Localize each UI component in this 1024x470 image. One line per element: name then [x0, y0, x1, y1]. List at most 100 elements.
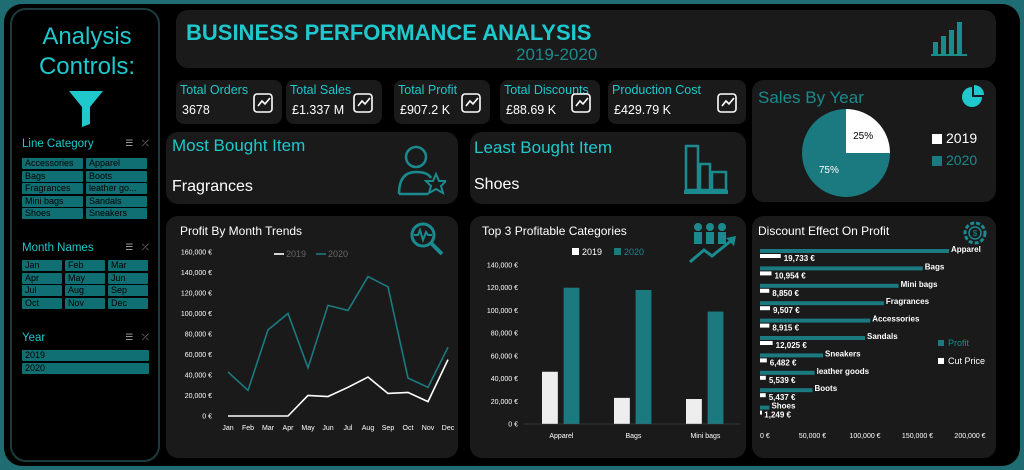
slicer-chip[interactable]: May	[65, 272, 105, 284]
x-tick-label: 50,000 €	[799, 433, 826, 440]
slicer-chip[interactable]: 2020	[22, 362, 149, 374]
y-tick-label: 40,000 €	[491, 376, 518, 383]
magnifier-pulse-icon	[410, 222, 444, 256]
x-tick-label: May	[301, 425, 315, 432]
bar-cut-price	[760, 288, 770, 293]
slicer-chip[interactable]: Mini bags	[22, 195, 83, 207]
bar-cut-price	[760, 254, 781, 258]
slicer-chip[interactable]: 2019	[22, 350, 149, 361]
user-star-icon	[397, 145, 446, 196]
line-category-label: Line Category	[22, 138, 94, 150]
category-label: Bags	[925, 262, 945, 271]
money-gear-icon: $	[963, 221, 987, 245]
slicer-chip[interactable]: Bags	[22, 170, 83, 182]
y-tick-label: 160,000 €	[181, 250, 212, 257]
bar-2019	[686, 399, 702, 424]
shopping-bag-icon	[353, 93, 373, 113]
category-label: Boots	[815, 384, 838, 393]
slicer-chip[interactable]: Boots	[86, 170, 147, 182]
y-tick-label: 140,000 €	[487, 263, 518, 270]
kpi-value: 3678	[182, 103, 210, 117]
data-label: 6,482 €	[770, 358, 797, 367]
bar-cut-price	[760, 410, 762, 415]
y-tick-label: 20,000 €	[491, 399, 518, 406]
x-tick-label: Apr	[283, 425, 295, 432]
pie-data-label: 75%	[819, 165, 839, 176]
profit-arrow-icon	[461, 93, 481, 113]
most-bought-card: Most Bought Item Fragrances	[166, 132, 458, 204]
x-tick-label: Feb	[242, 425, 254, 432]
x-tick-label: Mini bags	[690, 433, 720, 440]
slicer-chip[interactable]: Feb	[65, 260, 105, 271]
slicer-chip[interactable]: leather go...	[86, 183, 147, 194]
x-tick-label: Aug	[362, 425, 375, 432]
sales-by-year-card: Sales By Year 25% 75% 2019 2020	[752, 80, 996, 202]
discount-effect-chart: Apparel 19,733 € Bags 10,954 € Mini bags 8,85…	[760, 245, 986, 440]
sales-by-year-title: Sales By Year	[758, 88, 864, 107]
series-line-2019	[228, 359, 449, 417]
slicer-chip[interactable]: Jun	[108, 272, 148, 284]
y-tick-label: 80,000 €	[185, 332, 212, 339]
bar-cut-price	[760, 393, 766, 398]
kpi-label: Total Sales	[290, 83, 352, 97]
slicer-chip[interactable]: Dec	[108, 297, 148, 309]
bar-chart-icon	[931, 22, 967, 56]
slicer-chip[interactable]: Apr	[22, 272, 62, 284]
category-label: Mini bags	[901, 280, 938, 289]
slicer-chip[interactable]: Mar	[108, 260, 148, 271]
legend-label: Cut Price	[948, 356, 985, 366]
category-label: Sneakers	[825, 349, 861, 358]
slicer-chip[interactable]: Aug	[65, 285, 105, 296]
legend-label: 2019	[286, 249, 306, 259]
bar-profit	[760, 370, 815, 375]
pie-slice	[802, 109, 890, 197]
legend-label: 2020	[328, 249, 348, 259]
x-tick-label: Bags	[625, 433, 641, 440]
kpi-card: Production Cost £429.79 K	[608, 80, 746, 124]
slicer-chip[interactable]: Fragrances	[22, 183, 83, 194]
header-banner: BUSINESS PERFORMANCE ANALYSIS 2019-2020	[176, 10, 996, 68]
profit-by-month-title: Profit By Month Trends	[180, 224, 303, 238]
controls-title-line1: Analysis	[42, 23, 132, 50]
bar-cut-price	[760, 323, 770, 328]
pie-chart-icon	[962, 85, 984, 107]
bar-profit	[760, 318, 871, 323]
least-bought-card: Least Bought Item Shoes	[470, 132, 746, 204]
multi-select-icon[interactable]: ☰ ⤫	[125, 138, 152, 148]
slicer-chip[interactable]: Nov	[65, 297, 105, 309]
multi-select-icon[interactable]: ☰ ⤫	[125, 242, 152, 252]
y-tick-label: 0 €	[508, 422, 518, 429]
data-label: 8,850 €	[772, 289, 799, 298]
y-tick-label: 100,000 €	[487, 308, 518, 315]
multi-select-icon[interactable]: ☰ ⤫	[125, 332, 152, 342]
y-tick-label: 40,000 €	[185, 373, 212, 380]
category-label: leather goods	[817, 367, 870, 376]
slicer-chip[interactable]: Jan	[22, 260, 62, 271]
slicer-chip[interactable]: Sneakers	[86, 208, 147, 219]
svg-text:$: $	[973, 229, 978, 238]
y-tick-label: 120,000 €	[487, 285, 518, 292]
money-tree-icon	[717, 93, 737, 113]
slicer-chip[interactable]: Jul	[22, 285, 62, 296]
analysis-controls-panel: Analysis Controls: Line Category ☰ ⤫ Acc…	[10, 8, 160, 462]
x-tick-label: Nov	[422, 425, 435, 432]
bar-cut-price	[760, 306, 770, 311]
top-categories-card: Top 3 Profitable Categories 0 € 20,000 € 4…	[470, 216, 746, 458]
x-tick-label: Jul	[344, 425, 353, 432]
slicer-chip[interactable]: Apparel	[86, 158, 147, 169]
year-slicer-header: Year ☰ ⤫	[22, 332, 152, 344]
category-label: Fragrances	[886, 297, 930, 306]
slicer-chip[interactable]: Accessories	[22, 158, 83, 169]
y-tick-label: 120,000 €	[181, 291, 212, 298]
kpi-card: Total Sales £1.337 M	[286, 80, 382, 124]
slicer-chip[interactable]: Shoes	[22, 208, 83, 219]
slicer-chip[interactable]: Oct	[22, 297, 62, 309]
slicer-chip[interactable]: Sep	[108, 285, 148, 296]
x-tick-label: 0 €	[760, 433, 770, 440]
x-tick-label: Jan	[222, 425, 233, 432]
series-line-2020	[227, 275, 449, 392]
slicer-chip[interactable]: Sandals	[86, 195, 147, 207]
x-tick-label: Mar	[262, 425, 275, 432]
profit-by-month-card: Profit By Month Trends 0 € 20,000 € 40,000…	[166, 216, 458, 458]
data-label: 10,954 €	[775, 271, 807, 280]
